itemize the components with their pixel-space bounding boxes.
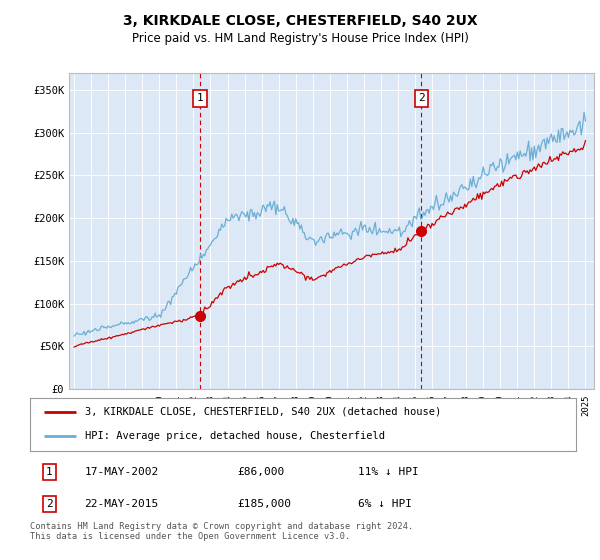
Text: 2: 2 [46,499,52,509]
Text: 11% ↓ HPI: 11% ↓ HPI [358,466,418,477]
Text: 17-MAY-2002: 17-MAY-2002 [85,466,159,477]
Text: £86,000: £86,000 [238,466,285,477]
Text: 3, KIRKDALE CLOSE, CHESTERFIELD, S40 2UX: 3, KIRKDALE CLOSE, CHESTERFIELD, S40 2UX [122,14,478,28]
Text: Contains HM Land Registry data © Crown copyright and database right 2024.
This d: Contains HM Land Registry data © Crown c… [30,522,413,542]
Text: £185,000: £185,000 [238,499,292,509]
Text: 22-MAY-2015: 22-MAY-2015 [85,499,159,509]
Text: Price paid vs. HM Land Registry's House Price Index (HPI): Price paid vs. HM Land Registry's House … [131,32,469,45]
Text: 6% ↓ HPI: 6% ↓ HPI [358,499,412,509]
Text: 1: 1 [196,94,203,104]
Text: 1: 1 [46,466,52,477]
Text: 2: 2 [418,94,425,104]
Text: HPI: Average price, detached house, Chesterfield: HPI: Average price, detached house, Ches… [85,431,385,441]
Text: 3, KIRKDALE CLOSE, CHESTERFIELD, S40 2UX (detached house): 3, KIRKDALE CLOSE, CHESTERFIELD, S40 2UX… [85,407,441,417]
